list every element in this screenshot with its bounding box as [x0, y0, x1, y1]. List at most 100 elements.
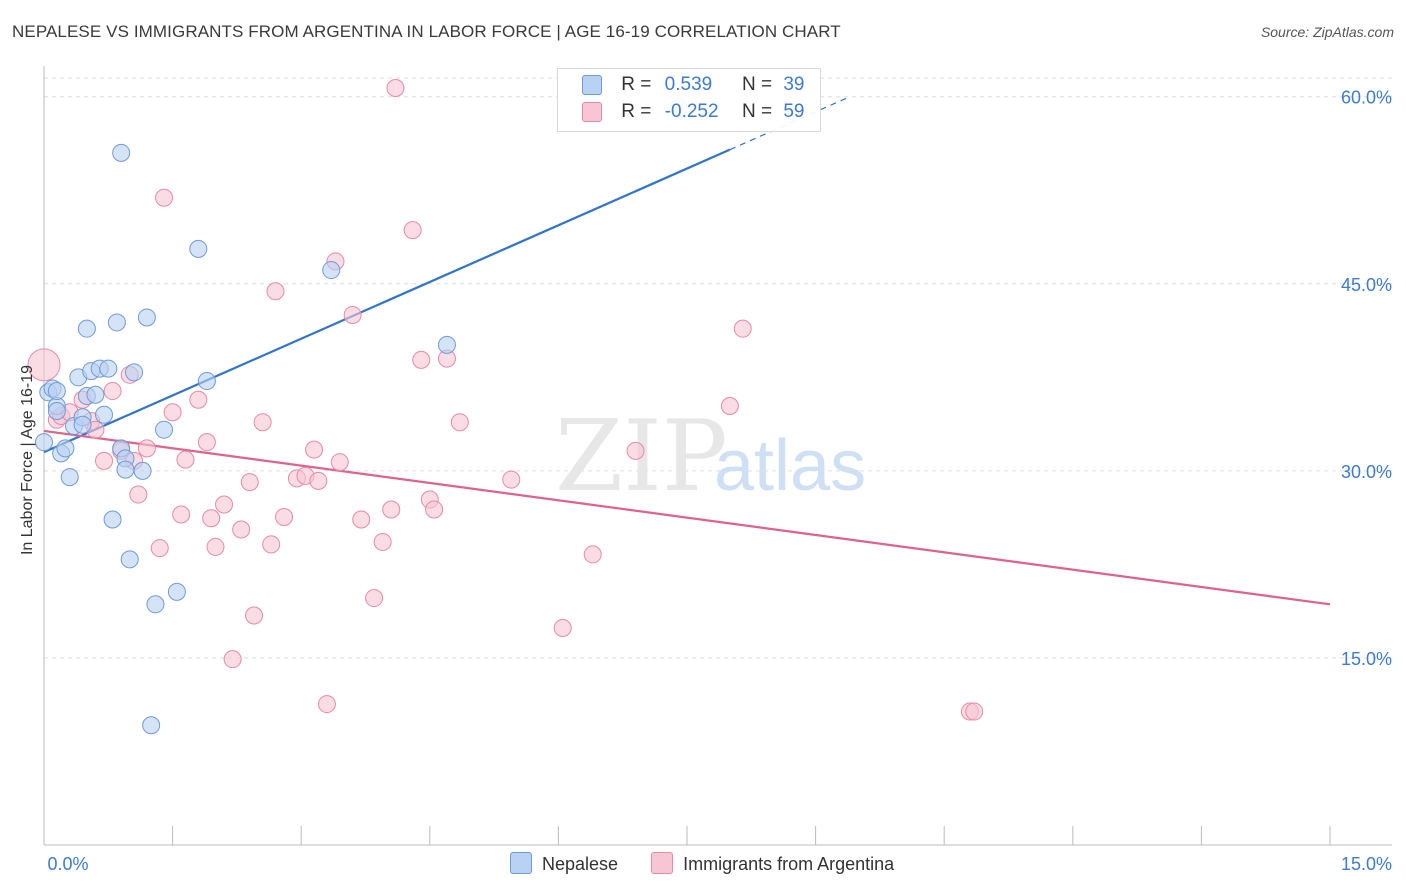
- point-nepalese: [167, 582, 186, 601]
- y-tick-label: 30.0%: [1341, 462, 1392, 482]
- series-legend-nepalese[interactable]: Nepalese: [510, 852, 618, 875]
- data-points: [27, 78, 984, 735]
- point-argentina: [382, 500, 401, 519]
- point-argentina: [206, 537, 225, 556]
- source-label: Source: ZipAtlas.com: [1260, 24, 1394, 40]
- y-tick-label: 60.0%: [1341, 88, 1392, 108]
- point-argentina: [317, 695, 336, 714]
- legend-swatch-blue: [582, 74, 602, 95]
- grid-lines: [44, 77, 1392, 659]
- legend-n-value: 59: [783, 101, 805, 122]
- point-argentina: [365, 589, 384, 608]
- point-nepalese: [47, 382, 66, 401]
- point-argentina: [275, 507, 294, 526]
- point-nepalese: [137, 308, 156, 327]
- point-nepalese: [155, 420, 174, 439]
- point-argentina: [502, 470, 521, 489]
- point-argentina: [103, 382, 122, 401]
- point-argentina: [215, 495, 234, 514]
- watermark-atlas: atlas: [714, 426, 866, 506]
- point-argentina: [189, 390, 208, 409]
- legend-row-nepalese: R = 0.539 N = 39: [582, 74, 804, 100]
- point-nepalese: [56, 439, 75, 458]
- legend-row-argentina: R = -0.252 N = 59: [582, 101, 804, 127]
- legend-r-label: R =: [621, 74, 652, 95]
- point-nepalese: [95, 405, 114, 424]
- axes: [43, 66, 1392, 846]
- point-argentina: [720, 397, 739, 416]
- point-nepalese: [107, 313, 126, 332]
- point-nepalese: [189, 239, 208, 258]
- point-argentina: [27, 348, 61, 382]
- series-legend-label: Nepalese: [542, 854, 619, 874]
- point-argentina: [425, 500, 444, 519]
- legend-swatch-pink: [651, 852, 674, 874]
- point-nepalese: [197, 372, 216, 391]
- point-argentina: [330, 453, 349, 472]
- y-tick-label: 45.0%: [1341, 275, 1392, 295]
- point-argentina: [197, 433, 216, 452]
- point-argentina: [150, 539, 169, 558]
- series-legend-label: Immigrants from Argentina: [683, 854, 895, 874]
- point-argentina: [245, 606, 264, 625]
- point-argentina: [733, 319, 752, 338]
- point-nepalese: [47, 401, 66, 420]
- legend-swatch-blue: [510, 852, 532, 874]
- legend-n-value: 39: [783, 74, 805, 95]
- correlation-legend: R = 0.539 N = 39 R = -0.252 N = 59: [557, 68, 821, 132]
- legend-r-value: 0.539: [664, 74, 713, 95]
- y-tick-label: 15.0%: [1341, 649, 1392, 669]
- point-nepalese: [120, 550, 139, 569]
- point-argentina: [240, 473, 259, 492]
- x-tick-label: 15.0%: [1341, 854, 1392, 874]
- series-legend: Nepalese Immigrants from Argentina: [510, 852, 922, 875]
- point-nepalese: [86, 385, 105, 404]
- point-argentina: [163, 403, 182, 422]
- tick-labels: 15.0% 30.0% 45.0% 60.0% 0.0% 15.0%: [47, 88, 1392, 874]
- point-nepalese: [103, 510, 122, 529]
- point-argentina: [553, 618, 572, 637]
- trend-lines: [43, 96, 1331, 606]
- point-nepalese: [77, 319, 96, 338]
- point-argentina: [137, 439, 156, 458]
- point-nepalese: [133, 461, 152, 480]
- trend-line-argentina: [43, 429, 1331, 606]
- point-argentina: [965, 702, 984, 721]
- legend-r-value: -0.252: [664, 101, 719, 122]
- point-nepalese: [146, 595, 165, 614]
- point-nepalese: [437, 335, 456, 354]
- point-argentina: [309, 471, 328, 490]
- point-argentina: [172, 505, 191, 524]
- point-argentina: [343, 305, 362, 324]
- point-argentina: [352, 510, 371, 529]
- point-argentina: [373, 532, 392, 551]
- point-argentina: [412, 350, 431, 369]
- chart-title: NEPALESE VS IMMIGRANTS FROM ARGENTINA IN…: [12, 22, 841, 41]
- point-argentina: [450, 413, 469, 432]
- point-argentina: [262, 535, 281, 554]
- point-argentina: [176, 450, 195, 469]
- point-argentina: [129, 485, 148, 504]
- point-argentina: [403, 221, 422, 240]
- x-tick-label: 0.0%: [47, 854, 88, 874]
- point-nepalese: [73, 415, 92, 434]
- watermark: ZIP atlas: [555, 400, 866, 514]
- point-argentina: [155, 188, 174, 207]
- legend-n-label: N =: [741, 74, 773, 95]
- point-nepalese: [322, 261, 341, 280]
- point-nepalese: [35, 433, 53, 452]
- point-nepalese: [125, 363, 144, 382]
- point-nepalese: [99, 359, 118, 378]
- point-nepalese: [116, 460, 135, 479]
- point-argentina: [386, 78, 405, 97]
- point-argentina: [626, 441, 645, 460]
- legend-swatch-pink: [582, 101, 602, 122]
- y-axis-label: In Labor Force | Age 16-19: [19, 364, 36, 556]
- series-legend-argentina[interactable]: Immigrants from Argentina: [651, 852, 894, 875]
- trend-line-nepalese: [43, 148, 731, 454]
- point-argentina: [202, 509, 221, 528]
- point-argentina: [583, 545, 602, 564]
- point-nepalese: [112, 143, 131, 162]
- point-nepalese: [60, 468, 79, 487]
